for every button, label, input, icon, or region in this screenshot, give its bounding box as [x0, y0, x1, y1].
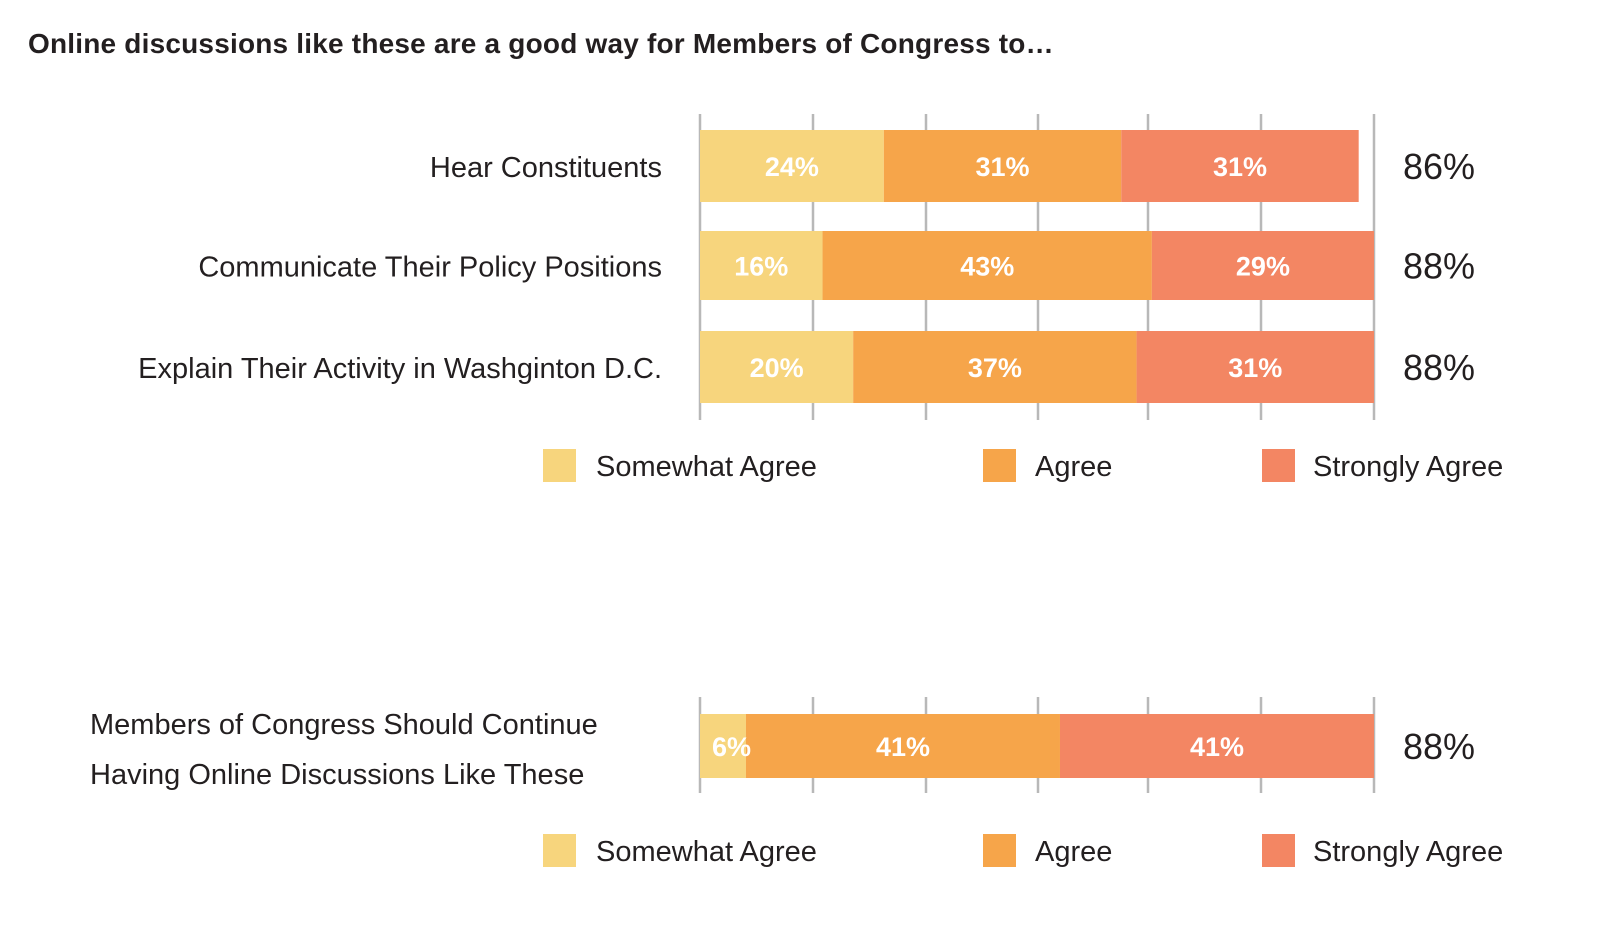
legend-label: Strongly Agree [1313, 836, 1503, 868]
chart-title: Online discussions like these are a good… [28, 28, 1054, 59]
data-label: 37% [968, 353, 1022, 383]
data-label: 31% [1213, 152, 1267, 182]
total-label: 88% [1403, 347, 1475, 388]
bar-segment [1136, 331, 1374, 403]
legend-swatch [543, 834, 576, 867]
legend-label: Somewhat Agree [596, 836, 817, 868]
bar-segment [853, 331, 1137, 403]
legend-label: Agree [1035, 836, 1112, 868]
legend-label: Agree [1035, 451, 1112, 483]
category-label: Hear Constituents [430, 152, 662, 184]
category-label: Communicate Their Policy Positions [198, 252, 662, 284]
bar-segment [700, 714, 746, 778]
bar-segment [745, 714, 1060, 778]
data-label: 16% [734, 252, 788, 282]
data-label: 6% [712, 732, 751, 762]
category-label: Having Online Discussions Like These [90, 759, 584, 791]
bar-segment [700, 231, 823, 300]
total-label: 88% [1403, 726, 1475, 767]
category-label: Explain Their Activity in Washginton D.C… [138, 353, 662, 385]
legend-swatch [983, 449, 1016, 482]
legend-swatch [1262, 834, 1295, 867]
data-label: 31% [976, 152, 1030, 182]
legend-swatch [1262, 449, 1295, 482]
bar-segment [700, 331, 854, 403]
category-label: Members of Congress Should Continue [90, 709, 598, 741]
bar-segment [1151, 231, 1374, 300]
legend-label: Somewhat Agree [596, 451, 817, 483]
bar-segment [1059, 714, 1374, 778]
bar-segment [822, 231, 1152, 300]
total-label: 88% [1403, 246, 1475, 287]
bar-segment [700, 130, 884, 202]
data-label: 41% [876, 732, 930, 762]
bar-segment [883, 130, 1122, 202]
bar-segment [1121, 130, 1359, 202]
total-label: 86% [1403, 146, 1475, 187]
data-label: 43% [960, 252, 1014, 282]
data-label: 41% [1190, 732, 1244, 762]
legend-swatch [983, 834, 1016, 867]
data-label: 24% [765, 152, 819, 182]
data-label: 29% [1236, 252, 1290, 282]
legend-label: Strongly Agree [1313, 451, 1503, 483]
legend-swatch [543, 449, 576, 482]
data-label: 31% [1228, 353, 1282, 383]
data-label: 20% [750, 353, 804, 383]
